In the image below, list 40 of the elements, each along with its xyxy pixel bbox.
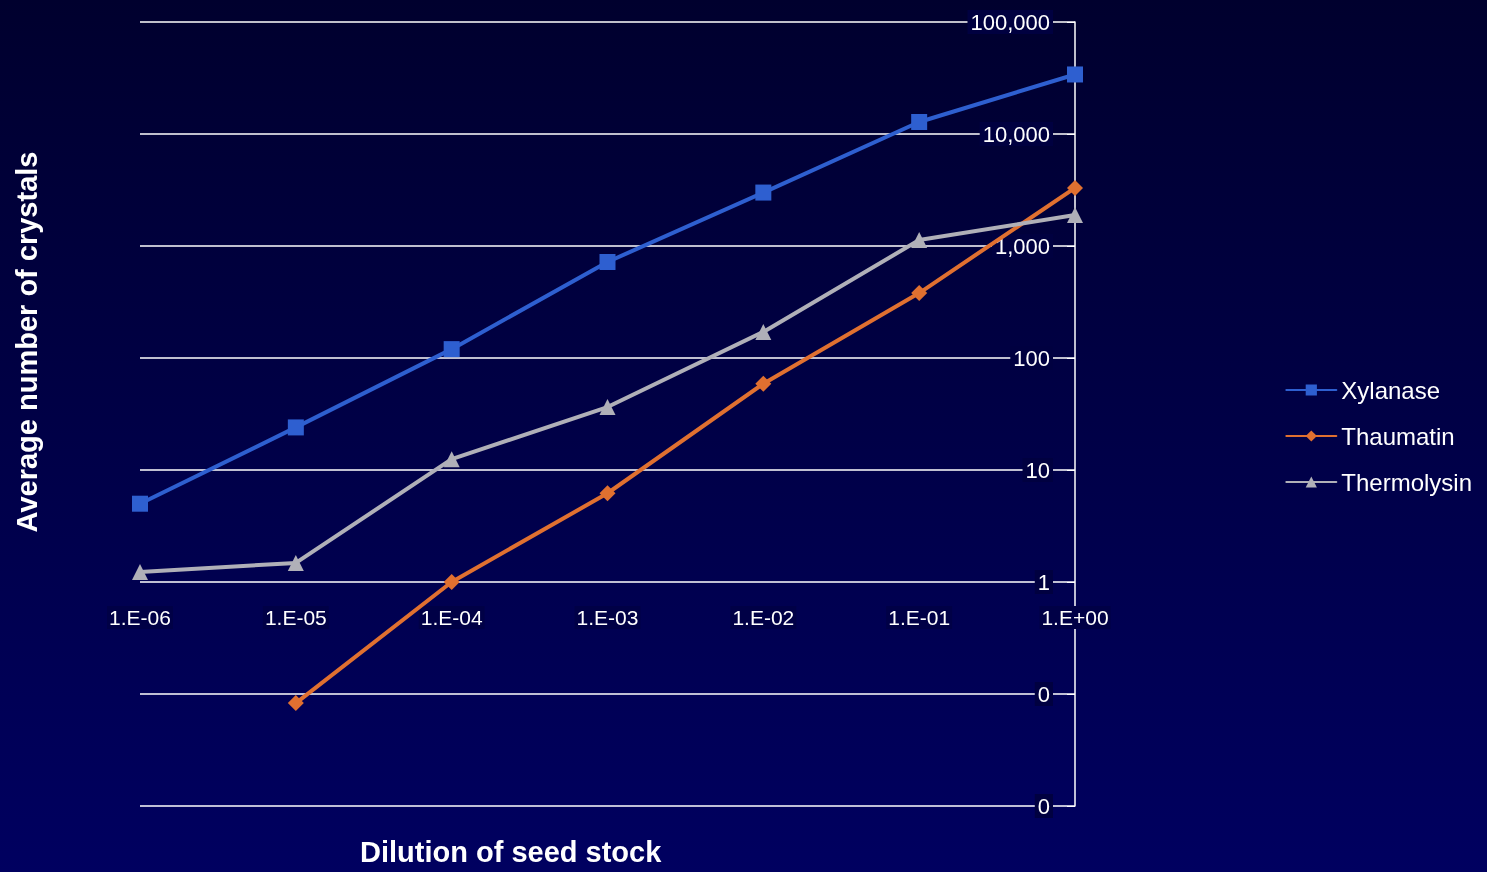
point xyxy=(1067,207,1083,224)
y-tick-label: 0 xyxy=(1037,793,1050,819)
point xyxy=(755,323,772,340)
y-tick-label: 10,000 xyxy=(982,121,1050,147)
point xyxy=(911,285,928,302)
x-tick-label: 1.E-03 xyxy=(576,606,639,629)
point xyxy=(443,451,460,468)
point xyxy=(1067,66,1083,83)
point xyxy=(287,554,304,571)
y-tick-label: 100,000 xyxy=(970,9,1050,35)
point xyxy=(599,253,616,270)
point xyxy=(599,485,616,502)
y-tick-label: 1,000 xyxy=(994,233,1050,259)
x-tick-label: 1.E-01 xyxy=(888,606,951,629)
x-tick-label: 1.E+00 xyxy=(1041,606,1109,629)
y-tick-label: 0 xyxy=(1037,681,1050,707)
y-tick-label: 1 xyxy=(1037,569,1050,595)
point xyxy=(755,184,772,201)
point xyxy=(599,399,616,416)
point xyxy=(287,695,304,712)
x-tick-label: 1.E-02 xyxy=(732,606,795,629)
x-tick-label: 1.E-06 xyxy=(109,606,171,629)
point xyxy=(443,574,460,590)
point xyxy=(132,563,148,580)
point xyxy=(911,232,928,249)
x-tick-label: 1.E-04 xyxy=(420,606,483,629)
point xyxy=(1067,179,1083,196)
point xyxy=(132,495,148,512)
x-tick-label: 1.E-05 xyxy=(264,606,327,629)
point xyxy=(287,419,304,436)
y-tick-label: 10 xyxy=(1025,457,1050,483)
point xyxy=(755,375,772,392)
point xyxy=(443,341,460,358)
y-axis-title: Average number of crystals xyxy=(10,151,43,533)
y-tick-label: 100 xyxy=(1013,345,1050,371)
legend-label: Thermolysin xyxy=(1341,468,1472,496)
x-axis-title: Dilution of seed stock xyxy=(360,835,663,868)
point xyxy=(911,113,928,130)
legend-label: Xylanase xyxy=(1341,376,1441,404)
legend-label: Thaumatin xyxy=(1341,422,1455,450)
